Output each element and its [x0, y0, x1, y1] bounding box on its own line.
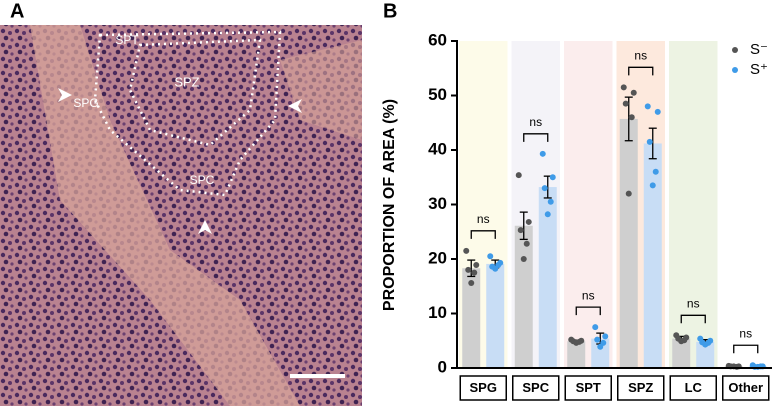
legend-marker — [732, 67, 738, 73]
significance-label: ns — [739, 326, 752, 340]
bar — [538, 187, 557, 368]
panel-label: A — [10, 0, 24, 22]
data-point — [625, 190, 632, 197]
data-point — [515, 172, 522, 179]
legend-label: S⁻ — [750, 41, 768, 58]
category-box — [459, 375, 507, 401]
data-point — [622, 100, 629, 107]
region-label: SPT — [115, 33, 139, 47]
y-tick-label: 50 — [428, 85, 447, 104]
data-point — [597, 343, 604, 350]
bar — [486, 263, 505, 368]
data-point — [544, 211, 551, 218]
data-point — [492, 265, 499, 272]
bar — [643, 143, 662, 368]
x-tick-label: SPC — [522, 380, 549, 395]
data-point — [520, 256, 527, 262]
category-band — [564, 41, 613, 368]
bar — [591, 338, 610, 368]
bar — [514, 225, 533, 368]
data-point — [649, 182, 656, 189]
x-tick-label: SPT — [576, 380, 601, 395]
significance-bracket — [575, 306, 601, 316]
data-point — [594, 336, 601, 343]
data-point — [644, 103, 651, 110]
data-point — [463, 247, 470, 254]
data-point — [517, 227, 524, 234]
data-point — [654, 108, 661, 115]
y-tick-label: 20 — [428, 248, 447, 267]
significance-label: ns — [687, 296, 700, 310]
category-box — [512, 375, 560, 401]
category-box — [722, 375, 770, 401]
arrowhead — [198, 220, 212, 234]
bar — [567, 341, 586, 368]
y-tick-label: 40 — [428, 139, 447, 158]
significance-bracket — [680, 314, 706, 324]
significance-label: ns — [477, 212, 490, 226]
data-point — [473, 261, 480, 268]
y-tick-label: 30 — [428, 194, 447, 213]
significance-label: ns — [634, 48, 647, 62]
arrowhead — [288, 99, 302, 113]
data-point — [541, 185, 548, 192]
y-tick-label: 60 — [428, 30, 447, 49]
x-tick-label: SPG — [470, 380, 497, 395]
spz-outline — [128, 38, 262, 147]
x-tick-label: Other — [728, 380, 763, 395]
significance-bracket — [733, 344, 759, 354]
legend-marker — [732, 47, 738, 53]
data-point — [754, 363, 761, 370]
significance-label: ns — [529, 115, 542, 129]
legend-label: S⁺ — [750, 61, 768, 78]
region-label: SPG — [73, 96, 98, 110]
category-box — [669, 375, 717, 401]
bar — [619, 118, 638, 368]
region-label: SPC — [190, 173, 215, 187]
arrowhead — [58, 88, 72, 102]
data-point — [630, 89, 637, 96]
significance-bracket — [523, 133, 549, 142]
category-band — [669, 41, 718, 368]
data-point — [573, 339, 580, 346]
data-point — [620, 84, 627, 91]
y-axis-label: PROPORTION OF AREA (%) — [381, 99, 398, 311]
data-point — [549, 174, 556, 181]
significance-label: ns — [582, 288, 595, 302]
y-tick-label: 10 — [428, 303, 447, 322]
category-band — [721, 41, 770, 368]
data-point — [487, 253, 494, 260]
data-point — [523, 240, 530, 247]
data-point — [602, 333, 609, 340]
data-point — [652, 168, 659, 175]
interstitium — [280, 40, 362, 140]
category-box — [617, 375, 665, 401]
data-point — [646, 138, 653, 145]
bar — [696, 341, 715, 368]
plot: 0 10 20 30 40 50 60 ns SPG ns SPC ns SPT ns SPZ ns LC ns O… — [428, 30, 772, 401]
significance-bracket — [628, 66, 654, 76]
data-point — [702, 341, 709, 348]
interstitium — [30, 25, 300, 406]
data-point — [525, 218, 532, 225]
category-box — [564, 375, 612, 401]
data-point — [547, 198, 554, 205]
bar — [462, 268, 481, 368]
y-tick-label: 0 — [438, 357, 447, 376]
data-point — [678, 338, 685, 345]
panel-label: B — [383, 0, 397, 22]
data-point — [628, 114, 635, 121]
data-point — [471, 269, 478, 276]
data-point — [539, 150, 546, 157]
data-point — [465, 266, 472, 273]
x-tick-label: SPZ — [628, 380, 653, 395]
significance-bracket — [470, 230, 496, 239]
x-tick-label: LC — [685, 380, 703, 395]
histology-image: SPT SPZ SPG SPC — [0, 25, 362, 406]
region-label: SPZ — [174, 74, 199, 89]
bar — [672, 338, 691, 368]
data-point — [592, 324, 599, 331]
data-point — [468, 279, 475, 286]
